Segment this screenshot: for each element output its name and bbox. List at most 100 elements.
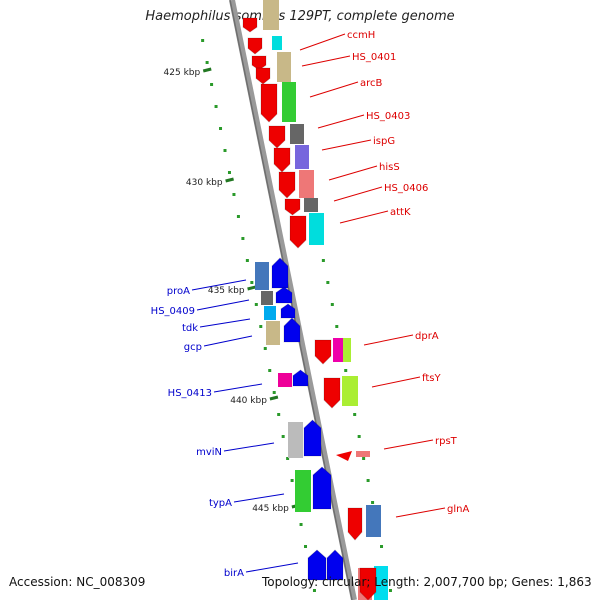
ruler-dot bbox=[214, 105, 218, 108]
tick-label: 435 kbp bbox=[208, 286, 245, 296]
gene-leader-line bbox=[223, 442, 275, 452]
gene-leader-line bbox=[299, 33, 346, 51]
ruler-dot bbox=[335, 325, 339, 328]
forward-gene-arrow bbox=[273, 147, 291, 173]
gene-label-typa: typA bbox=[209, 498, 232, 509]
tick-label: 440 kbp bbox=[230, 396, 267, 406]
feature-box bbox=[295, 470, 311, 512]
tick-mark bbox=[247, 285, 256, 291]
forward-gene-arrow bbox=[284, 198, 301, 216]
gene-leader-line bbox=[339, 210, 389, 224]
ruler-dot bbox=[241, 237, 245, 240]
gene-label-ftsy: ftsY bbox=[422, 373, 441, 384]
feature-box bbox=[266, 321, 280, 345]
feature-box bbox=[278, 373, 292, 387]
gene-leader-line bbox=[213, 383, 263, 393]
gene-leader-line bbox=[383, 439, 434, 450]
gene-label-rpst: rpsT bbox=[435, 436, 458, 447]
gene-label-arcb: arcB bbox=[360, 78, 383, 89]
reverse-gene-arrow bbox=[326, 549, 344, 581]
ruler-dot bbox=[205, 61, 209, 64]
tick-mark bbox=[225, 177, 234, 183]
ruler-dot bbox=[304, 545, 308, 548]
forward-gene-arrow bbox=[314, 339, 332, 365]
feature-box bbox=[295, 145, 309, 169]
gene-leader-line bbox=[191, 279, 247, 291]
reverse-gene-arrow bbox=[303, 419, 322, 457]
gene-label-hs-0403: HS_0403 bbox=[366, 111, 410, 122]
feature-box bbox=[374, 566, 388, 600]
ruler-dot bbox=[321, 259, 325, 262]
forward-gene-arrow bbox=[268, 125, 286, 149]
feature-box bbox=[272, 36, 282, 50]
reverse-gene-arrow bbox=[307, 549, 327, 581]
tick-label: 425 kbp bbox=[164, 68, 201, 78]
reverse-gene-arrow bbox=[280, 303, 296, 319]
ruler-dot bbox=[254, 303, 258, 306]
feature-box bbox=[299, 170, 314, 198]
gene-label-hs-0406: HS_0406 bbox=[384, 183, 428, 194]
ruler-dot bbox=[277, 413, 281, 416]
forward-gene-arrow bbox=[336, 451, 352, 461]
forward-gene-arrow bbox=[255, 67, 271, 85]
feature-box bbox=[304, 198, 318, 212]
gene-leader-line bbox=[301, 55, 351, 67]
ruler-dot bbox=[223, 149, 227, 152]
feature-box bbox=[343, 338, 351, 362]
tick-mark bbox=[269, 395, 279, 401]
ruler-dot bbox=[357, 435, 361, 438]
ruler-dot bbox=[210, 83, 214, 86]
gene-leader-line bbox=[245, 562, 299, 573]
ruler-dot bbox=[272, 391, 276, 394]
feature-box bbox=[263, 0, 279, 30]
feature-box bbox=[255, 262, 269, 290]
ruler-dot bbox=[268, 369, 272, 372]
gene-label-attk: attK bbox=[390, 207, 411, 218]
ruler-dot bbox=[245, 259, 249, 262]
gene-leader-line bbox=[317, 114, 365, 129]
tick-mark bbox=[202, 67, 212, 73]
feature-box bbox=[261, 291, 273, 305]
ruler-dot bbox=[227, 171, 231, 174]
gene-leader-line bbox=[321, 139, 372, 151]
ruler-dot bbox=[281, 435, 285, 438]
gene-leader-line bbox=[199, 318, 251, 328]
forward-gene-arrow bbox=[247, 37, 263, 55]
feature-box bbox=[356, 451, 370, 457]
gene-label-ispg: ispG bbox=[373, 136, 395, 147]
ruler-dot bbox=[219, 127, 223, 130]
gene-leader-line bbox=[309, 81, 359, 98]
reverse-gene-arrow bbox=[283, 317, 301, 343]
ruler-dot bbox=[344, 369, 348, 372]
ruler-dot bbox=[299, 523, 303, 526]
feature-box bbox=[277, 52, 291, 82]
forward-gene-arrow bbox=[289, 215, 307, 249]
reverse-gene-arrow bbox=[312, 466, 332, 510]
ruler-dot bbox=[326, 281, 330, 284]
feature-box bbox=[309, 213, 324, 245]
ruler-dot bbox=[263, 347, 267, 350]
gene-label-gcp: gcp bbox=[184, 342, 202, 353]
gene-label-mvin: mviN bbox=[196, 447, 222, 458]
accession-label: Accession: NC_008309 bbox=[9, 575, 146, 589]
feature-box bbox=[342, 376, 358, 406]
feature-box bbox=[333, 338, 343, 362]
feature-box bbox=[264, 306, 276, 320]
gene-label-dpra: dprA bbox=[415, 331, 439, 342]
gene-label-hs-0401: HS_0401 bbox=[352, 52, 396, 63]
gene-leader-line bbox=[203, 335, 253, 347]
ruler-dot bbox=[312, 589, 316, 592]
forward-gene-arrow bbox=[347, 507, 363, 541]
tick-label: 430 kbp bbox=[186, 178, 223, 188]
gene-label-hs-0409: HS_0409 bbox=[151, 306, 195, 317]
forward-gene-arrow bbox=[260, 83, 278, 123]
gene-label-ccmh: ccmH bbox=[347, 30, 375, 41]
tick-label: 445 kbp bbox=[252, 504, 289, 514]
ruler-dot bbox=[366, 479, 370, 482]
ruler-dot bbox=[250, 281, 254, 284]
ruler-dot bbox=[371, 501, 375, 504]
ruler-dot bbox=[236, 215, 240, 218]
gene-leader-line bbox=[395, 507, 446, 518]
map-title: Haemophilus somnus 129PT, complete genom… bbox=[145, 9, 455, 24]
